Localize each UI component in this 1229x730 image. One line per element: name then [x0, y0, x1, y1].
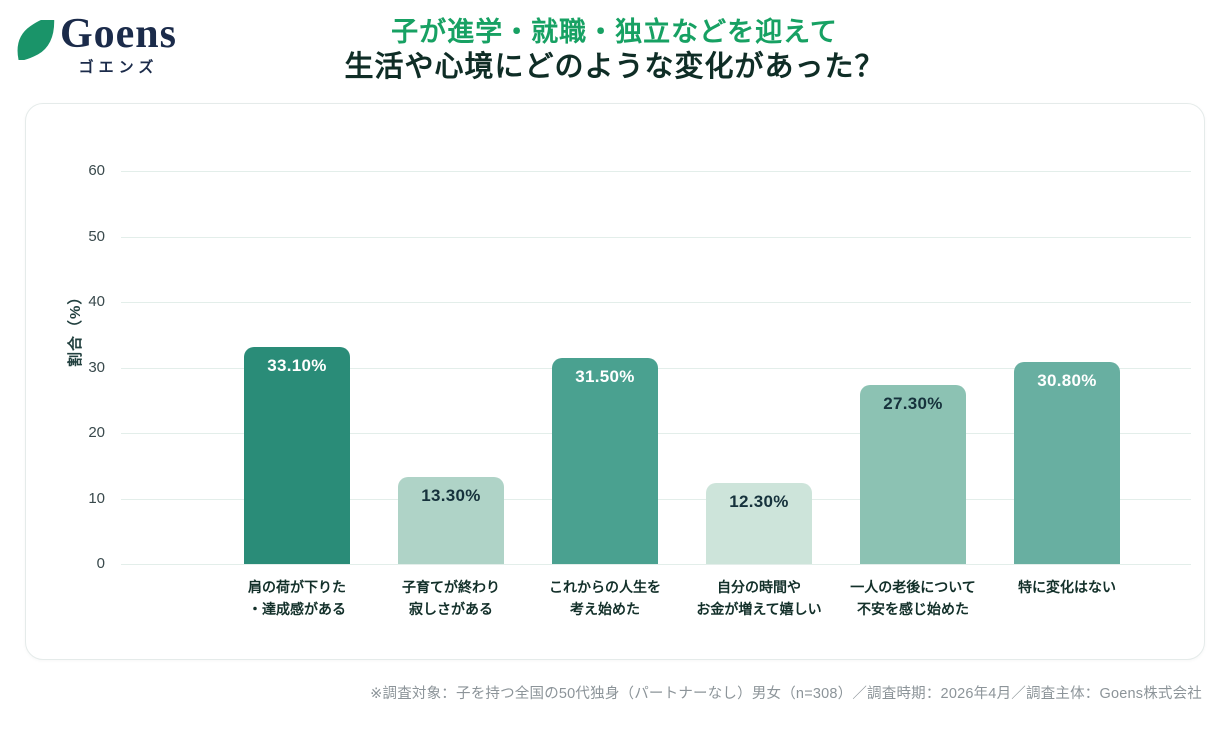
y-tick-label-50: 50: [88, 227, 105, 245]
bar-value-label-3: 12.30%: [729, 492, 789, 512]
bar-value-label-0: 33.10%: [267, 356, 327, 376]
brand-text: Goens ゴエンズ: [60, 12, 177, 77]
gridline-50: [121, 236, 1191, 238]
y-tick-label-10: 10: [88, 489, 105, 507]
bar-value-label-2: 31.50%: [575, 366, 635, 386]
y-tick-label-60: 60: [88, 162, 105, 179]
page-header: Goens ゴエンズ 子が進学・就職・独立などを迎えて 生活や心境にどのような変…: [0, 0, 1229, 100]
y-tick-label-30: 30: [88, 358, 105, 376]
page-title: 子が進学・就職・独立などを迎えて 生活や心境にどのような変化があった？: [344, 16, 884, 85]
y-tick-label-40: 40: [88, 293, 105, 310]
category-label-1: 子育てが終わり 寂しさがある: [402, 579, 500, 617]
leaf-icon: [17, 20, 55, 60]
y-tick-label-0: 0: [96, 555, 105, 572]
survey-footnote: ※調査対象：子を持つ全国の50代独身（パートナーなし）男女（n=308）／調査時…: [370, 686, 1202, 702]
gridline-40: [121, 302, 1191, 303]
bar-0: 33.10%: [244, 347, 350, 564]
page-title-line2: 生活や心境にどのような変化があった？: [344, 51, 885, 84]
category-labels: 肩の荷が下りた ・達成感がある 子育てが終わり 寂しさがある これからの人生を 考え…: [121, 577, 1191, 637]
brand-logo: Goens ゴエンズ: [14, 12, 177, 77]
page-title-line1: 子が進学・就職・独立などを迎えて: [391, 17, 838, 47]
category-label-3: 自分の時間や お金が増えて嬉しい: [696, 579, 822, 617]
bar-5: 30.80%: [1014, 362, 1120, 564]
brand-kana: ゴエンズ: [78, 59, 159, 77]
category-label-2: これからの人生を 考え始めた: [549, 579, 661, 617]
gridline-0: [121, 564, 1191, 565]
bar-value-label-5: 30.80%: [1037, 371, 1097, 391]
bar-2: 31.50%: [552, 357, 658, 564]
bar-1: 13.30%: [398, 476, 504, 564]
brand-name: Goens: [60, 11, 178, 57]
y-tick-label-20: 20: [88, 424, 105, 441]
chart-card: 割合（%） 0 10 20 30 40 50 60 33.10% 13.30% 31.50% 12.…: [25, 103, 1205, 660]
category-label-4: 一人の老後について 不安を感じ始めた: [850, 579, 976, 617]
bar-value-label-4: 27.30%: [883, 394, 943, 414]
plot-area: 0 10 20 30 40 50 60 33.10% 13.30% 31.50% 12.30% 27.…: [88, 162, 1191, 572]
bar-4: 27.30%: [860, 385, 966, 564]
gridline-60: [121, 171, 1191, 172]
bar-3: 12.30%: [706, 483, 812, 564]
bar-value-label-1: 13.30%: [421, 485, 481, 505]
category-label-5: 特に変化はない: [1018, 579, 1116, 595]
category-label-0: 肩の荷が下りた ・達成感がある: [248, 579, 346, 617]
